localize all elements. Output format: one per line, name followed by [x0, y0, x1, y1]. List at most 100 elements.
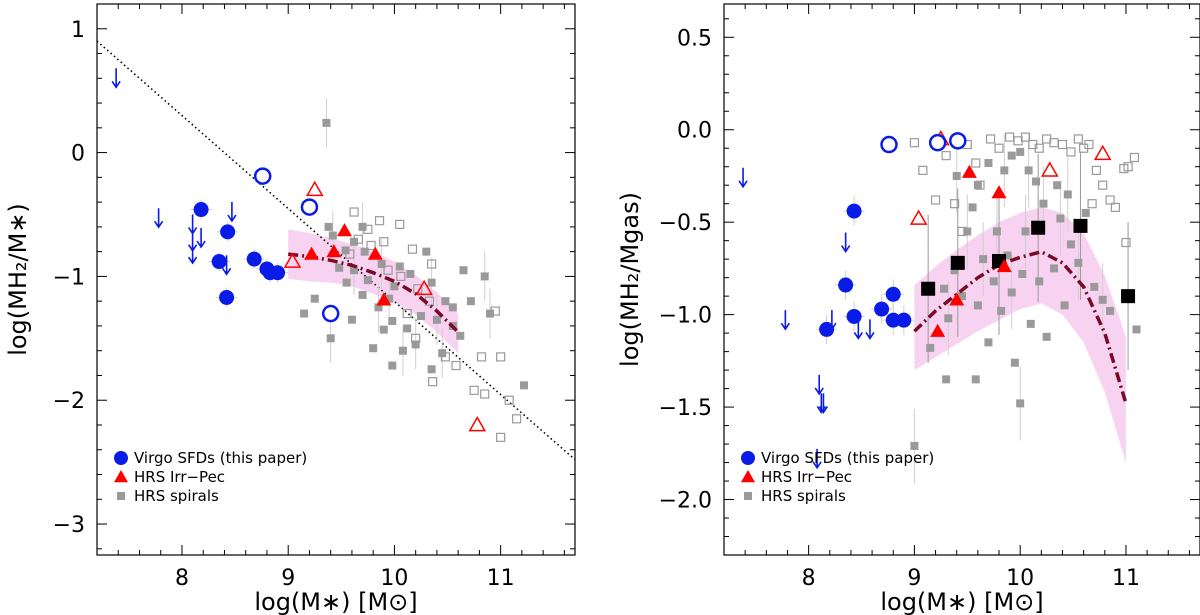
point-hrs-spiral-limit	[353, 234, 363, 244]
point-virgo-sfd-limit	[321, 304, 340, 323]
point-virgo-upper-limit-arrow	[111, 68, 121, 89]
point-hrs-spiral-limit	[407, 244, 418, 254]
point-hrs-irrpec-limit	[415, 279, 433, 296]
point-virgo-upper-limit-arrow	[153, 208, 164, 229]
point-hrs-spiral	[388, 316, 397, 325]
point-hrs-spiral	[388, 361, 397, 370]
point-hrs-spiral	[944, 314, 953, 323]
point-hrs-spiral	[984, 159, 993, 168]
point-binned-median	[1121, 289, 1136, 304]
point-virgo-upper-limit-arrow	[227, 202, 237, 223]
y-tick-label: −1.0	[659, 304, 712, 329]
point-hrs-spiral	[989, 277, 998, 286]
point-binned-median	[1073, 218, 1088, 233]
right-panel-mh2-over-mgas: 8 9 10 11 −2.0 −1.5 −1.0 −0.5 0.0 0.5 log(M∗) [M⊙]…	[616, 3, 1200, 615]
point-hrs-spiral	[952, 171, 961, 180]
point-hrs-spiral	[350, 266, 359, 275]
point-hrs-spiral-limit	[349, 207, 359, 217]
point-hrs-spiral	[347, 315, 356, 324]
point-virgo-sfd	[193, 202, 209, 218]
point-hrs-spiral	[1018, 269, 1027, 278]
x-tick-label: 9	[907, 566, 921, 591]
point-hrs-spiral	[984, 338, 993, 347]
point-hrs-spiral	[360, 247, 369, 256]
point-hrs-spiral	[1035, 277, 1044, 286]
point-hrs-spiral-limit	[366, 240, 376, 251]
point-hrs-spiral	[335, 263, 344, 272]
point-hrs-spiral-limit	[345, 249, 355, 259]
point-hrs-spiral	[910, 441, 919, 450]
point-hrs-irrpec	[336, 223, 352, 237]
point-hrs-spiral	[1000, 166, 1009, 175]
point-hrs-spiral	[486, 309, 495, 318]
point-virgo-upper-limit-arrow	[814, 374, 824, 396]
point-virgo-sfd	[219, 289, 235, 305]
point-hrs-spiral	[300, 309, 309, 318]
point-hrs-spiral	[950, 266, 959, 275]
point-hrs-spiral	[1042, 332, 1051, 341]
point-virgo-sfd	[874, 301, 890, 317]
point-hrs-spiral	[992, 227, 1001, 236]
point-virgo-sfd	[270, 265, 286, 281]
point-hrs-spiral-limit	[1066, 147, 1076, 157]
x-axis-title: log(M∗) [M⊙]	[880, 588, 1043, 615]
point-hrs-spiral	[441, 297, 450, 306]
point-hrs-spiral-limit	[1084, 139, 1094, 150]
x-tick-label: 11	[487, 566, 515, 591]
point-hrs-spiral	[358, 222, 367, 231]
point-hrs-spiral	[1007, 288, 1016, 297]
point-hrs-irrpec	[376, 292, 392, 306]
point-hrs-spiral	[1090, 282, 1099, 291]
point-hrs-irrpec-limit	[283, 252, 302, 268]
point-hrs-spiral	[520, 381, 529, 390]
point-hrs-spiral-limit	[1087, 199, 1097, 209]
point-virgo-upper-limit-arrow	[865, 319, 875, 340]
y-tick-label: 1	[71, 18, 85, 43]
point-hrs-spiral	[1039, 199, 1048, 208]
point-hrs-irrpec-limit	[909, 209, 928, 225]
plot-frame	[723, 3, 1200, 556]
point-hrs-spiral-limit	[1034, 143, 1044, 153]
point-hrs-spiral	[406, 269, 415, 278]
point-hrs-spiral	[1003, 251, 1012, 260]
legend-marker-square	[744, 492, 752, 500]
point-hrs-spiral-limit	[949, 199, 960, 209]
point-hrs-spiral	[1026, 319, 1035, 328]
point-hrs-spiral-limit	[395, 219, 405, 229]
point-hrs-spiral	[1021, 227, 1030, 236]
point-hrs-spiral	[940, 284, 949, 293]
point-hrs-spiral-limit	[428, 377, 438, 387]
point-virgo-upper-limit-arrow	[187, 214, 198, 235]
point-virgo-sfd	[896, 312, 912, 328]
y-tick-label: −1	[53, 265, 85, 290]
x-tick-label: 11	[1112, 566, 1140, 591]
point-hrs-spiral	[1032, 177, 1041, 186]
point-hrs-spiral	[416, 312, 425, 321]
point-hrs-spiral	[1132, 325, 1141, 334]
point-hrs-spiral	[1053, 181, 1062, 190]
point-hrs-spiral-limit	[909, 138, 920, 148]
legend-marker-circle	[114, 451, 128, 465]
legend-label: HRS Irr−Pec	[134, 468, 225, 486]
point-virgo-upper-limit-arrow	[812, 448, 822, 470]
point-hrs-spiral	[324, 222, 333, 231]
point-hrs-irrpec	[930, 323, 946, 337]
point-virgo-sfd	[885, 312, 901, 328]
point-virgo-sfd	[885, 286, 901, 302]
point-virgo-upper-limit-arrow	[738, 167, 748, 189]
point-hrs-spiral-limit	[930, 195, 941, 205]
point-hrs-spiral	[979, 255, 988, 264]
point-hrs-spiral-limit	[971, 158, 981, 168]
point-hrs-spiral-limit	[975, 180, 985, 190]
point-hrs-spiral-limit	[363, 224, 373, 234]
point-hrs-spiral	[363, 276, 372, 285]
point-virgo-sfd	[846, 308, 862, 324]
point-hrs-spiral-limit	[411, 333, 421, 343]
y-tick-label: −3	[53, 513, 85, 538]
point-hrs-spiral-limit	[476, 352, 487, 362]
point-hrs-spiral	[968, 203, 977, 212]
point-virgo-sfd-limit	[253, 167, 272, 185]
legend-marker-circle	[741, 451, 755, 465]
point-hrs-spiral-limit	[1110, 202, 1120, 212]
point-hrs-spiral	[448, 303, 457, 312]
